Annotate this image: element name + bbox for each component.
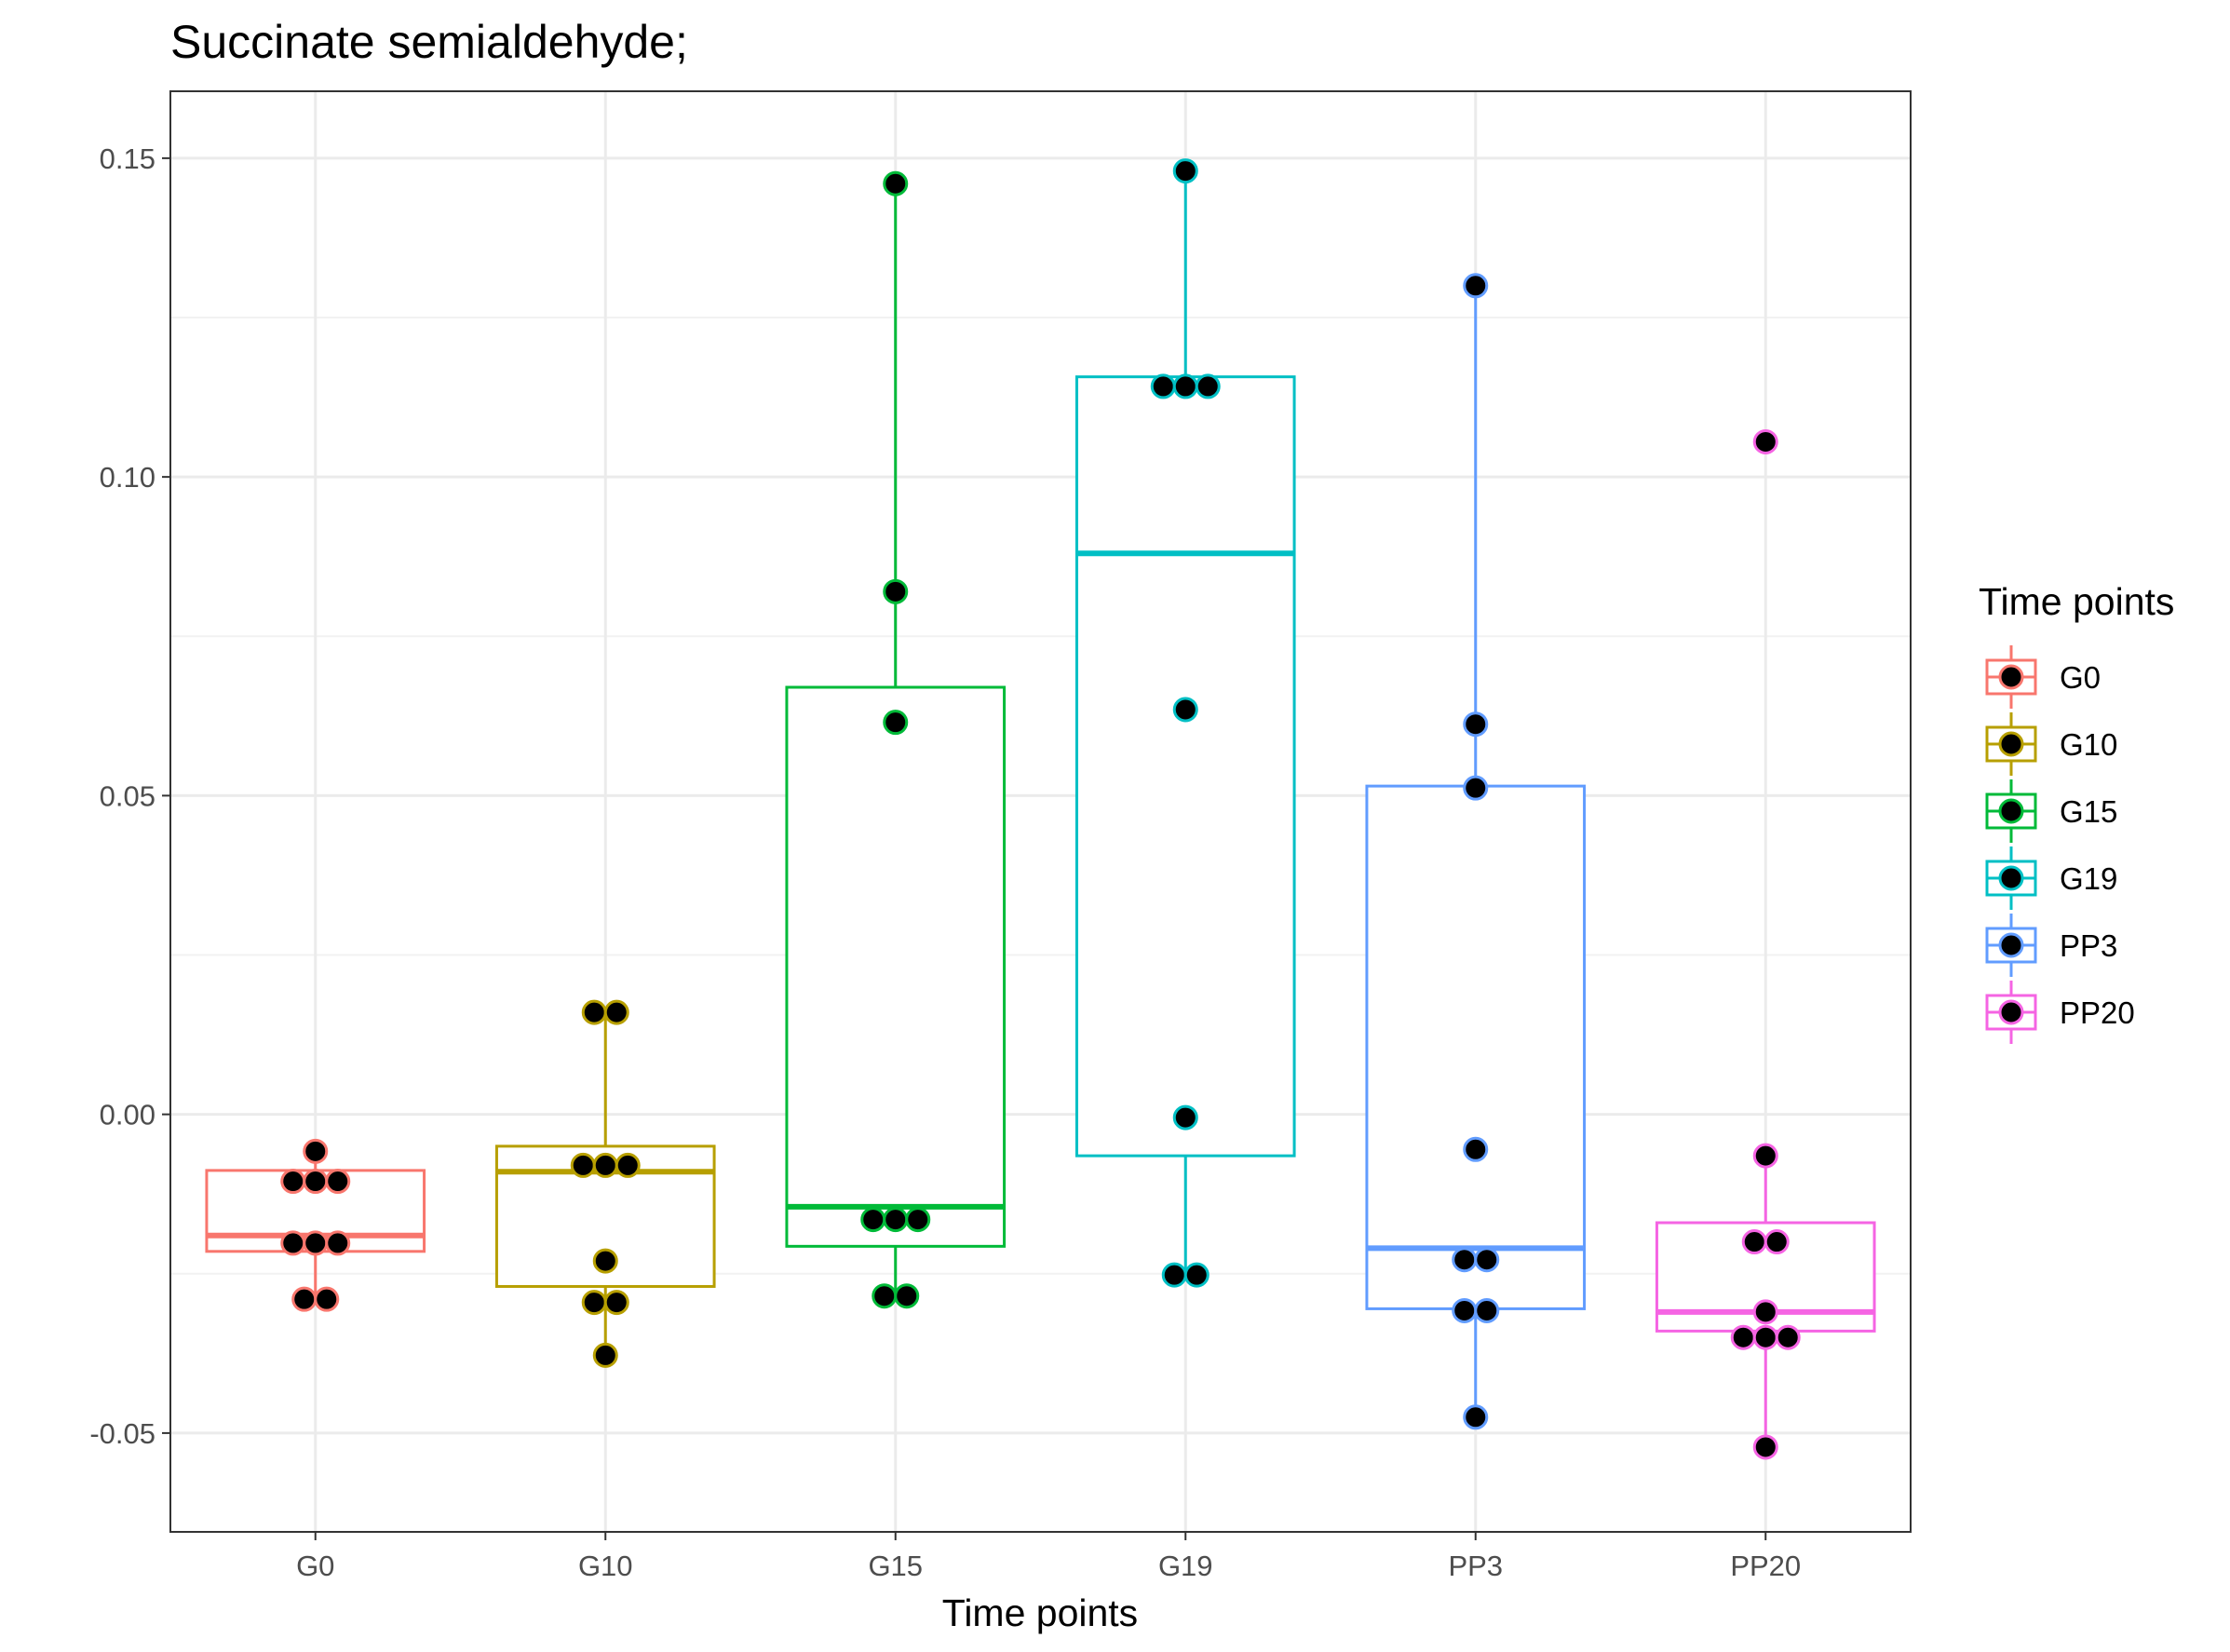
data-point <box>1452 1297 1478 1323</box>
y-tick-label: 0.15 <box>100 142 155 175</box>
data-point <box>872 1283 898 1309</box>
data-point <box>1463 711 1489 738</box>
data-point <box>581 1290 607 1316</box>
data-point <box>570 1152 596 1178</box>
data-point <box>303 1169 329 1195</box>
legend-item-pp3: PP3 <box>1985 914 2117 977</box>
data-point <box>1463 273 1489 299</box>
legend-label: G19 <box>2060 861 2117 896</box>
data-point <box>1752 1434 1778 1460</box>
legend-key-point <box>1998 798 2024 824</box>
data-point <box>1161 1262 1187 1288</box>
data-point <box>592 1248 618 1274</box>
data-point <box>1463 1136 1489 1162</box>
chart-title: Succinate semialdehyde; <box>170 16 688 68</box>
data-point <box>1463 1404 1489 1430</box>
data-point <box>1172 697 1198 723</box>
data-point <box>1741 1229 1767 1255</box>
panel-border <box>169 90 1912 1533</box>
legend-item-pp20: PP20 <box>1985 981 2135 1044</box>
data-point <box>1172 158 1198 184</box>
legend-item-g0: G0 <box>1985 645 2101 709</box>
data-point <box>1463 775 1489 801</box>
data-point <box>1764 1229 1790 1255</box>
box-group-pp3 <box>1365 273 1587 1430</box>
data-point <box>894 1283 920 1309</box>
data-point <box>1195 373 1221 399</box>
box-group-g19 <box>1074 158 1296 1288</box>
data-point <box>1183 1262 1210 1288</box>
data-point <box>1752 1324 1778 1350</box>
data-point <box>615 1152 641 1178</box>
data-point <box>1150 373 1176 399</box>
data-point <box>603 999 629 1025</box>
y-tick-label: 0.00 <box>100 1099 155 1131</box>
legend-label: G10 <box>2060 727 2117 762</box>
data-point <box>280 1169 306 1195</box>
data-point <box>603 1290 629 1316</box>
data-point <box>581 999 607 1025</box>
x-tick-label: G0 <box>296 1550 334 1582</box>
x-tick-label: G15 <box>868 1550 923 1582</box>
box <box>785 685 1007 1248</box>
legend-item-g10: G10 <box>1985 712 2117 776</box>
legend-label: PP20 <box>2060 995 2135 1030</box>
data-point <box>1452 1247 1478 1273</box>
data-point <box>303 1138 329 1164</box>
box <box>1074 375 1296 1158</box>
legend-title: Time points <box>1979 580 2174 623</box>
legend-label: G0 <box>2060 660 2101 695</box>
legend-item-g15: G15 <box>1985 779 2117 843</box>
legend-label: PP3 <box>2060 928 2117 963</box>
x-axis-title: Time points <box>942 1591 1138 1634</box>
data-point <box>883 578 909 604</box>
data-point <box>905 1207 931 1233</box>
box-group-pp20 <box>1655 428 1876 1460</box>
data-point <box>1730 1324 1756 1350</box>
legend-label: G15 <box>2060 794 2117 829</box>
data-point <box>860 1207 886 1233</box>
data-point <box>592 1152 618 1178</box>
box <box>1365 784 1587 1310</box>
data-point <box>883 170 909 196</box>
legend-key-point <box>1998 932 2024 958</box>
box-group-g10 <box>494 999 716 1368</box>
data-point <box>1172 1104 1198 1131</box>
data-point <box>1752 1143 1778 1169</box>
x-tick-label: G10 <box>578 1550 633 1582</box>
y-tick-label: 0.05 <box>100 779 155 812</box>
data-point <box>1172 373 1198 399</box>
data-point <box>325 1169 351 1195</box>
data-point <box>1752 1299 1778 1325</box>
legend-key-point <box>1998 999 2024 1025</box>
x-tick-label: G19 <box>1158 1550 1213 1582</box>
data-point <box>592 1342 618 1368</box>
x-tick-label: PP20 <box>1730 1550 1801 1582</box>
data-point <box>280 1230 306 1256</box>
data-point <box>883 1207 909 1233</box>
data-point <box>325 1230 351 1256</box>
box-group-g0 <box>205 1138 426 1312</box>
data-point <box>303 1230 329 1256</box>
data-point <box>883 710 909 736</box>
legend-key-point <box>1998 731 2024 757</box>
y-tick-label: -0.05 <box>89 1417 155 1450</box>
data-point <box>1474 1297 1500 1323</box>
legend-key-point <box>1998 865 2024 891</box>
legend: Time points G0 G10 G15 G19 PP3 PP20 <box>1979 580 2174 1044</box>
data-point <box>314 1286 340 1312</box>
plot-area <box>205 158 1876 1460</box>
y-tick-label: 0.10 <box>100 461 155 494</box>
box-group-g15 <box>785 170 1007 1309</box>
data-point <box>1474 1247 1500 1273</box>
data-point <box>1775 1324 1801 1350</box>
legend-item-g19: G19 <box>1985 846 2117 910</box>
data-point <box>1752 428 1778 454</box>
legend-key-point <box>1998 664 2024 690</box>
x-tick-label: PP3 <box>1448 1550 1503 1582</box>
data-point <box>291 1286 318 1312</box>
axes: -0.05 0.00 0.05 0.10 0.15 G0 G10 G15 G19 PP3 PP20 <box>89 142 1801 1582</box>
